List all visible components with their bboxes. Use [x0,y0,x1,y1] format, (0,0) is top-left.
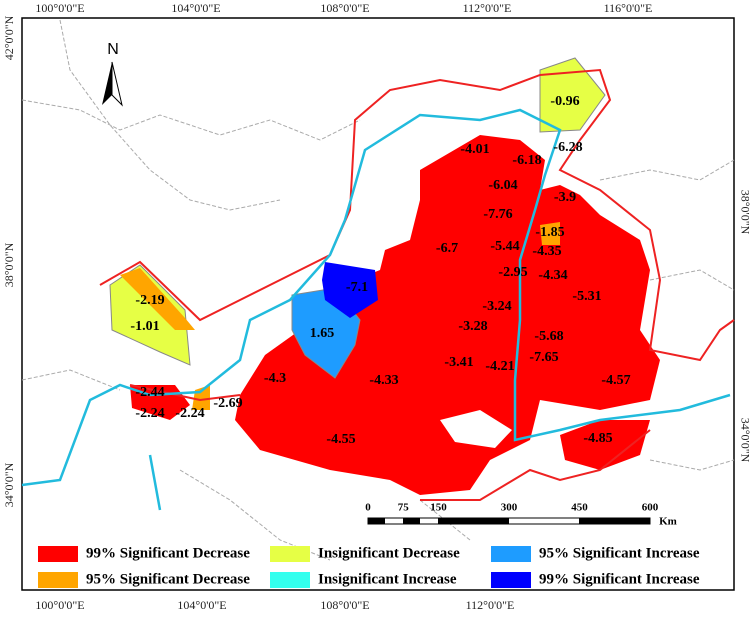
coord-label: 100°0'0"E [35,598,84,612]
coord-label: 104°0'0"E [171,1,220,15]
legend-swatch [38,572,78,588]
legend-swatch [491,572,531,588]
legend-label: Insignificant Increase [318,571,457,587]
north-arrow-left [102,62,112,105]
region-value: -1.85 [535,225,564,240]
region-value: -6.04 [488,178,517,193]
yellow-river [21,108,731,511]
regions [109,57,660,495]
region-value: -5.44 [490,239,519,254]
region-value: -6.18 [512,153,541,168]
region-value: -0.96 [550,94,579,109]
scale-segment [579,518,650,524]
coord-label: 42°0'0"N [2,15,16,60]
legend-swatch [38,546,78,562]
region-95-decrease [120,268,195,330]
region-value: 1.65 [310,326,335,341]
region-99-increase [322,262,378,318]
region-value: -2.69 [213,396,242,411]
scale-segment [438,518,509,524]
region-value: -3.24 [482,299,511,314]
legend-label: 95% Significant Increase [539,545,700,561]
region-value: -7.65 [529,350,558,365]
coord-label: 112°0'0"E [463,1,512,15]
region-value: -4.85 [583,431,612,446]
legend-label: 99% Significant Increase [539,571,700,587]
region-value: -4.55 [326,432,355,447]
coord-label: 34°0'0"N [738,418,752,463]
scale-tick: 75 [398,502,410,514]
region-value: -4.57 [601,373,630,388]
coord-label: 108°0'0"E [320,598,369,612]
region-value: -4.21 [485,359,514,374]
region-value: -5.68 [534,329,563,344]
legend-swatch [270,546,310,562]
legend-label: 99% Significant Decrease [86,545,250,561]
scale-tick: 150 [430,502,447,514]
region-value: -3.9 [554,190,576,205]
region-value: -6.28 [553,140,582,155]
north-arrow: N [102,41,123,107]
region-value: -6.7 [436,241,458,256]
region-95-decrease [540,222,560,245]
legend-label: Insignificant Decrease [318,545,460,561]
region-value: -2.19 [135,293,164,308]
scale-tick: 300 [501,502,518,514]
basin-boundary [99,68,735,501]
coord-label: 112°0'0"E [466,598,515,612]
north-arrow-right [111,61,123,107]
legend-swatch [491,546,531,562]
legend-swatch [270,572,310,588]
region-value: -2.44 [135,385,164,400]
scale-tick: 450 [571,502,588,514]
scale-segment [368,518,385,524]
coord-label: 116°0'0"E [604,1,653,15]
region-value: -3.28 [458,319,487,334]
north-label: N [107,41,119,58]
coord-label: 108°0'0"E [320,1,369,15]
region-value: -4.01 [460,142,489,157]
region-value: -1.01 [130,319,159,334]
coord-label: 34°0'0"N [2,462,16,507]
region-value: -3.41 [444,355,473,370]
region-value: -4.33 [369,373,398,388]
region-insig-decrease [109,264,191,366]
region-99-decrease [560,420,650,470]
region-value: -5.31 [572,289,601,304]
scale-tick: 600 [642,502,659,514]
coord-label: 38°0'0"N [738,190,752,235]
coord-label: 38°0'0"N [2,242,16,287]
region-value: -7.1 [346,280,368,295]
region-value: -2.24 [135,406,164,421]
coord-label: 104°0'0"E [177,598,226,612]
region-value: -4.35 [532,244,561,259]
region-value: -4.34 [538,268,567,283]
region-value: -7.76 [483,207,512,222]
legend-label: 95% Significant Decrease [86,571,250,587]
region-value: -2.24 [175,406,204,421]
region-value: -2.95 [498,265,527,280]
coord-label: 100°0'0"E [35,1,84,15]
region-insig-decrease [539,57,606,133]
region-value: -4.3 [264,371,286,386]
scale-unit: Km [659,516,677,528]
scale-tick: 0 [365,502,371,514]
region-none [440,410,512,448]
scale-segment [403,518,420,524]
